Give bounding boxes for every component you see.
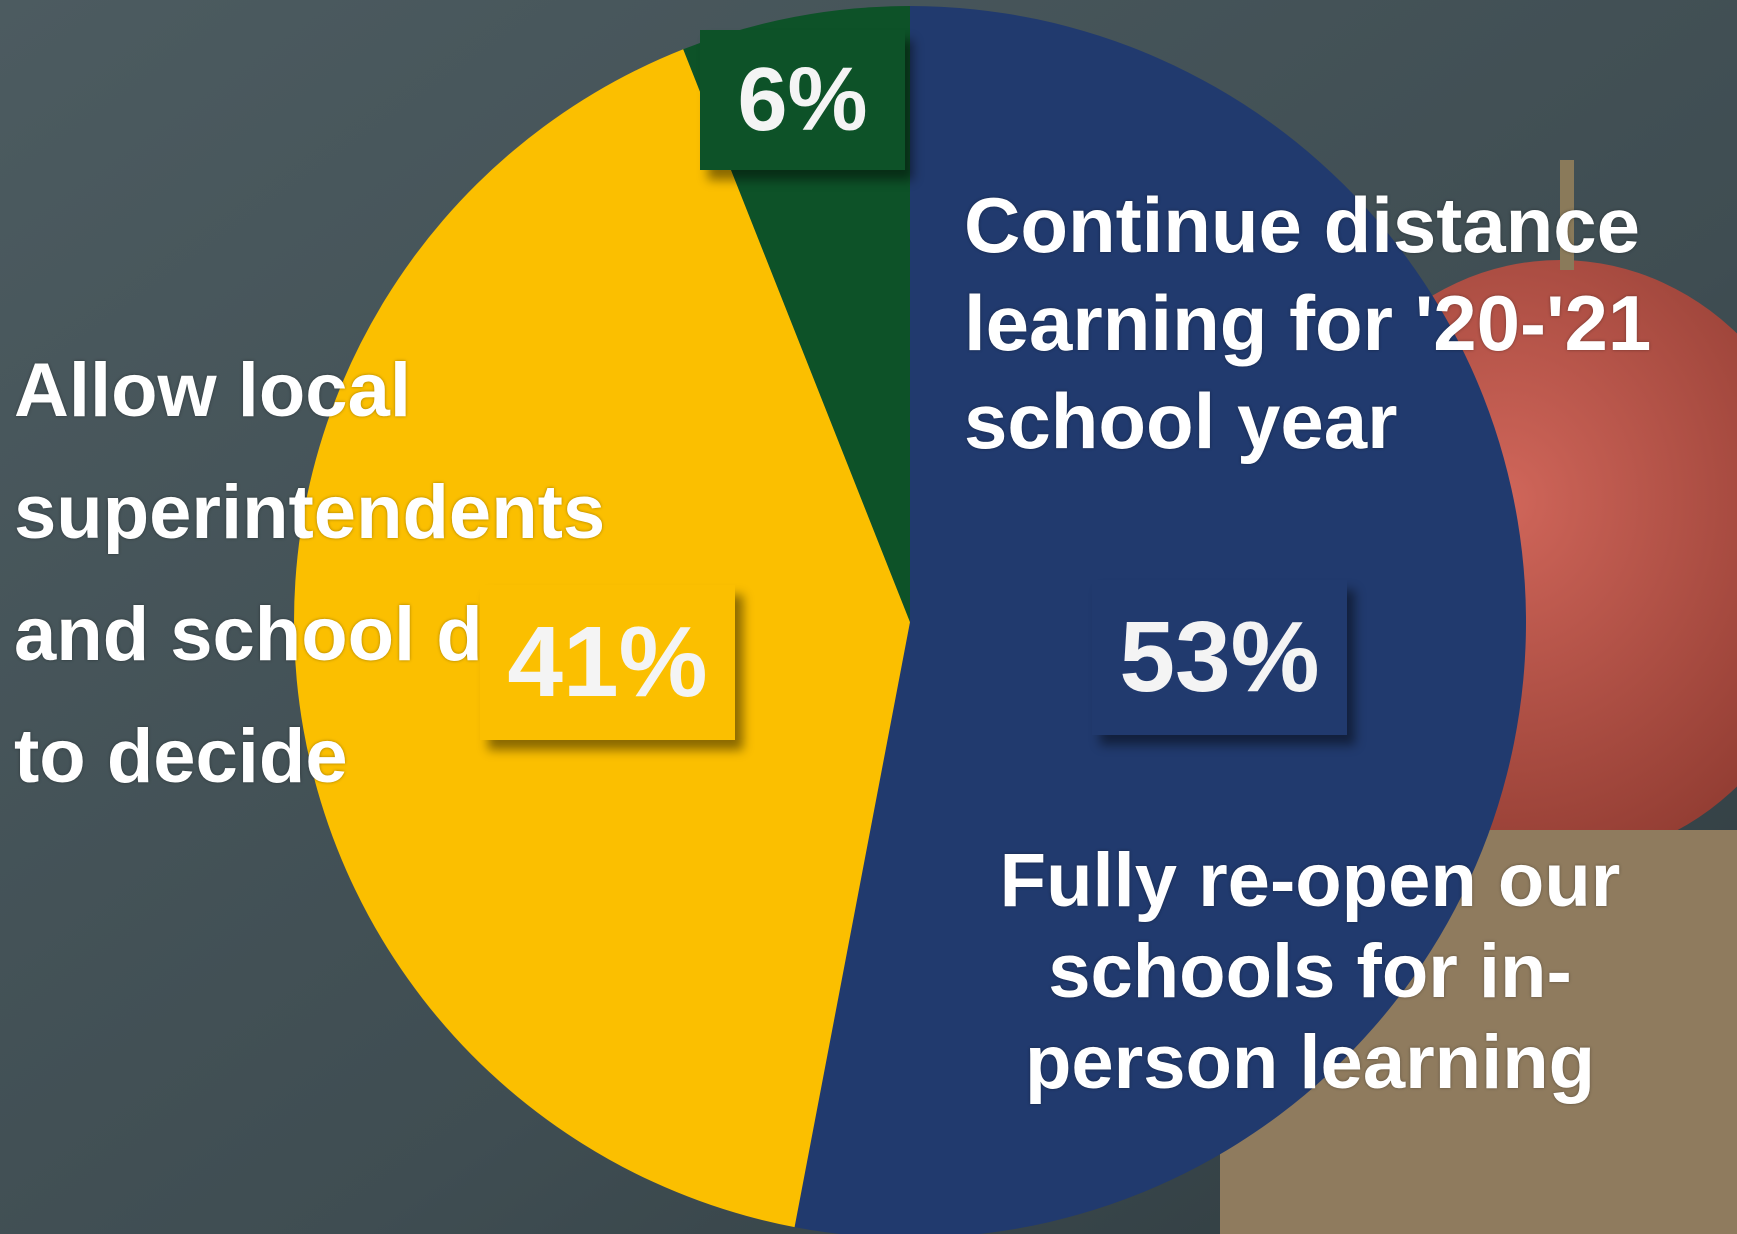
apple-stem	[1560, 160, 1574, 270]
value-label: 53%	[1092, 580, 1347, 735]
value-label: 6%	[700, 30, 905, 170]
slice-label: Fully re-open our schools for in-person …	[999, 838, 1621, 1106]
slice-label: Allow local superintendents and school d…	[14, 348, 732, 799]
value-label: 41%	[480, 585, 735, 740]
slice-label: Continue distance learning for '20-'21 s…	[964, 181, 1652, 465]
